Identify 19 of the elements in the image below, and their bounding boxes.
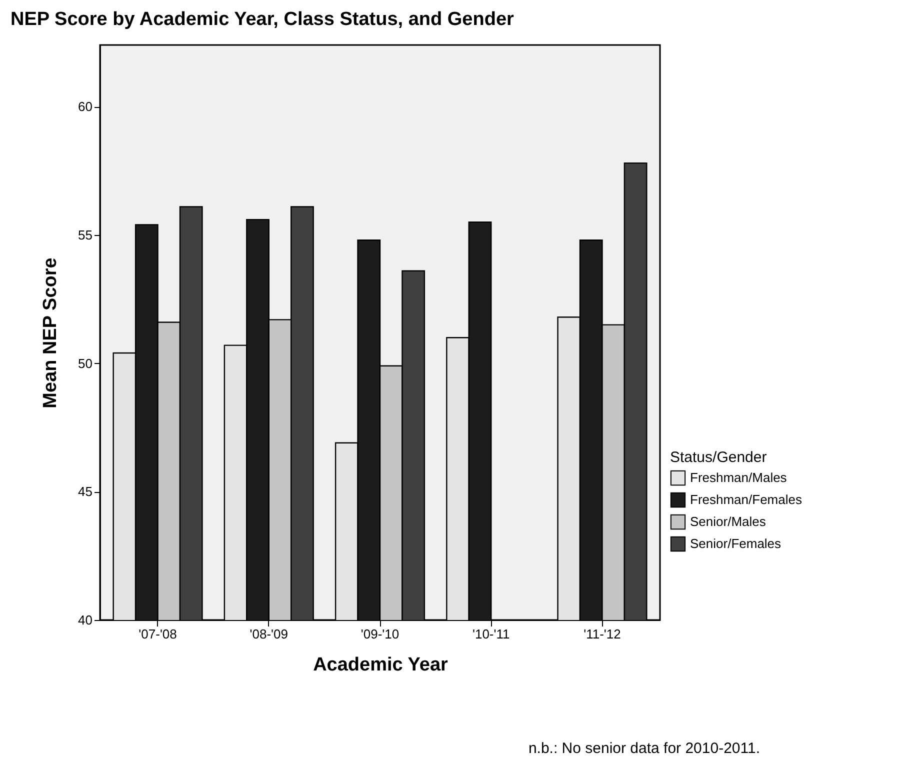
legend-label: Senior/Males bbox=[690, 514, 766, 529]
x-tick-label: '10-'11 bbox=[472, 626, 510, 642]
y-tick-label: 45 bbox=[78, 484, 92, 500]
y-tick-label: 40 bbox=[78, 612, 92, 628]
legend-title: Status/Gender bbox=[670, 449, 767, 466]
x-tick-label: '09-'10 bbox=[360, 626, 400, 642]
legend-label: Freshman/Males bbox=[690, 470, 788, 485]
legend-label: Freshman/Females bbox=[690, 492, 802, 507]
x-axis-title: Academic Year bbox=[313, 654, 449, 676]
chart-title: NEP Score by Academic Year, Class Status, and Gender bbox=[10, 9, 515, 30]
y-axis-title: Mean NEP Score bbox=[40, 258, 62, 408]
x-tick-label: '11-'12 bbox=[584, 626, 621, 642]
y-tick-label: 60 bbox=[78, 99, 92, 114]
x-tick-label: '07-'08 bbox=[138, 626, 177, 642]
text: n.b.: No senior data for 2010-2011. bbox=[527, 740, 760, 757]
legend-label: Senior/Females bbox=[690, 536, 782, 551]
y-tick-label: 50 bbox=[78, 356, 92, 371]
y-tick-label: 55 bbox=[78, 227, 92, 242]
x-tick-label: '08-'09 bbox=[250, 626, 288, 642]
